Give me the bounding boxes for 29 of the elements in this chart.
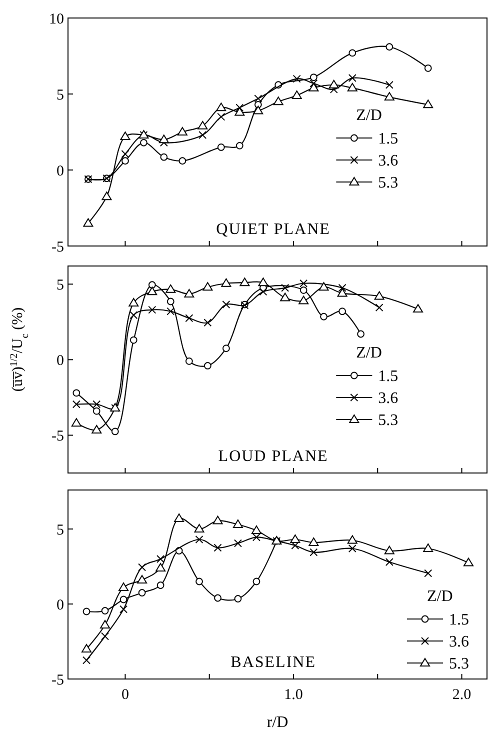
y-tick-label: -5 xyxy=(52,239,64,256)
legend-label: 3.6 xyxy=(378,390,398,408)
text: QUIET PLANE xyxy=(216,221,330,238)
legend-label: 5.3 xyxy=(378,412,398,430)
legend-title: Z/D xyxy=(356,344,382,362)
text: BASELINE xyxy=(230,654,316,671)
y-tick-label: 5 xyxy=(56,522,64,538)
y-tick-label: 10 xyxy=(49,11,64,28)
legend-label: 1.5 xyxy=(378,130,398,148)
y-tick-label: -5 xyxy=(52,672,64,688)
y-tick-label: -5 xyxy=(52,428,64,444)
legend-label: 3.6 xyxy=(449,634,469,651)
y-tick-label: 5 xyxy=(56,87,64,104)
x-axis-title: r/D xyxy=(266,714,288,731)
y-tick-label: 0 xyxy=(56,597,64,614)
x-tick-label: 1.0 xyxy=(284,687,303,703)
text: LOUD PLANE xyxy=(218,448,328,465)
legend-label: 1.5 xyxy=(449,612,469,629)
legend-label: 5.3 xyxy=(378,174,398,192)
legend-title: Z/D xyxy=(356,107,382,124)
x-tick-label: 0 xyxy=(121,687,129,703)
legend-label: 5.3 xyxy=(449,656,469,673)
y-tick-label: 0 xyxy=(56,352,64,369)
y-tick-label: 0 xyxy=(56,163,64,180)
legend-label: 1.5 xyxy=(378,368,398,386)
x-tick-label: 2.0 xyxy=(452,687,472,703)
y-tick-label: 5 xyxy=(56,277,64,294)
legend-title: Z/D xyxy=(427,588,453,605)
legend-label: 3.6 xyxy=(378,152,398,170)
